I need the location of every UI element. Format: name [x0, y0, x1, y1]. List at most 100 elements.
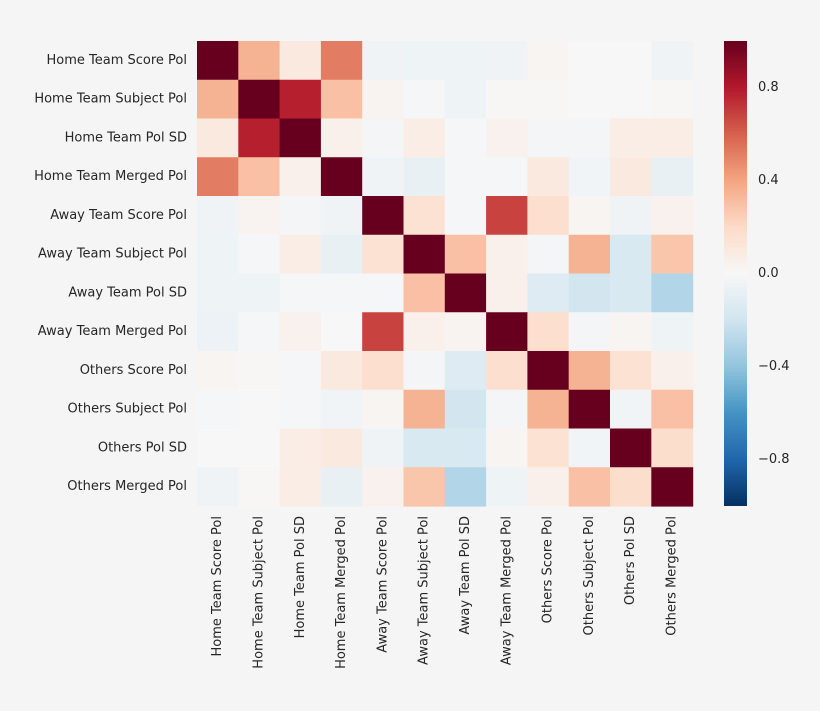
colorbar-tick-label: 0.0: [758, 266, 779, 281]
row-label: Others Subject Pol: [68, 402, 188, 417]
column-label: Away Team Subject Pol: [417, 516, 432, 665]
heatmap-cell: [279, 118, 322, 158]
heatmap-cell: [403, 157, 446, 197]
heatmap-cell: [610, 389, 652, 430]
heatmap-cells: [197, 41, 694, 507]
heatmap-cell: [527, 196, 570, 236]
heatmap-cell: [610, 351, 652, 391]
heatmap-cell: [568, 234, 611, 275]
heatmap-cell: [238, 234, 281, 275]
heatmap-cell: [568, 118, 611, 158]
heatmap-cell: [403, 196, 446, 236]
heatmap-cell: [444, 234, 487, 275]
heatmap-cell: [197, 389, 239, 430]
heatmap-cell: [362, 79, 405, 120]
heatmap-cell: [279, 312, 322, 352]
heatmap-cell: [527, 118, 570, 158]
heatmap-cell: [444, 196, 487, 236]
column-label: Others Pol SD: [623, 516, 638, 605]
heatmap-cell: [279, 234, 322, 275]
heatmap-cell: [238, 351, 281, 391]
heatmap-cell: [610, 467, 652, 507]
column-label: Away Team Score Pol: [375, 516, 390, 653]
heatmap-cell: [651, 157, 694, 197]
heatmap-cell: [238, 118, 281, 158]
heatmap-cell: [444, 118, 487, 158]
heatmap-cell: [279, 351, 322, 391]
colorbar-tick-label: 0.4: [758, 173, 779, 188]
heatmap-cell: [238, 273, 281, 313]
heatmap-cell: [362, 157, 405, 197]
heatmap-cell: [651, 312, 694, 352]
heatmap-cell: [610, 273, 652, 313]
heatmap-cell: [444, 273, 487, 313]
heatmap-cell: [444, 157, 487, 197]
heatmap-cell: [568, 41, 611, 81]
heatmap-cell: [444, 467, 487, 507]
row-label: Home Team Score Pol: [47, 53, 188, 68]
heatmap-cell: [444, 41, 487, 81]
heatmap-cell: [568, 428, 611, 468]
heatmap-cell: [197, 273, 239, 313]
heatmap-cell: [403, 389, 446, 430]
heatmap-cell: [651, 196, 694, 236]
heatmap-cell: [444, 428, 487, 468]
colorbar-gradient: [724, 41, 747, 506]
colorbar-tick-label: 0.8: [758, 80, 779, 95]
heatmap-cell: [527, 467, 570, 507]
heatmap-cell: [362, 312, 405, 352]
heatmap-cell: [486, 312, 528, 352]
column-label: Others Merged Pol: [664, 516, 679, 636]
row-label: Others Score Pol: [80, 363, 187, 378]
column-label: Others Subject Pol: [582, 516, 597, 636]
heatmap-cell: [362, 428, 405, 468]
heatmap-cell: [651, 118, 694, 158]
heatmap-cell: [610, 118, 652, 158]
heatmap-cell: [651, 79, 694, 120]
column-labels: Home Team Score Pol Home Team Subject Pol…: [210, 516, 679, 669]
heatmap-cell: [651, 428, 694, 468]
heatmap-cell: [197, 351, 239, 391]
heatmap-cell: [279, 41, 322, 81]
column-label: Others Score Pol: [541, 516, 556, 623]
colorbar-tick-label: −0.8: [758, 452, 790, 467]
heatmap-cell: [568, 351, 611, 391]
row-label: Home Team Merged Pol: [34, 169, 187, 184]
heatmap-cell: [197, 157, 239, 197]
heatmap-cell: [403, 467, 446, 507]
heatmap-cell: [238, 389, 281, 430]
heatmap-cell: [238, 467, 281, 507]
heatmap-cell: [197, 467, 239, 507]
heatmap-cell: [568, 196, 611, 236]
heatmap-cell: [362, 351, 405, 391]
heatmap-cell: [362, 273, 405, 313]
heatmap-cell: [486, 351, 528, 391]
heatmap-cell: [651, 234, 694, 275]
heatmap-cell: [279, 79, 322, 120]
heatmap-cell: [197, 79, 239, 120]
heatmap-cell: [403, 312, 446, 352]
row-label: Away Team Subject Pol: [38, 247, 187, 262]
heatmap-cell: [527, 79, 570, 120]
row-label: Away Team Score Pol: [50, 208, 187, 223]
column-label: Home Team Pol SD: [293, 516, 308, 638]
column-label: Away Team Pol SD: [458, 516, 473, 635]
heatmap-cell: [238, 157, 281, 197]
heatmap-cell: [651, 467, 694, 507]
heatmap-cell: [238, 196, 281, 236]
heatmap-cell: [197, 196, 239, 236]
heatmap-cell: [320, 312, 363, 352]
heatmap-cell: [197, 118, 239, 158]
heatmap-cell: [610, 79, 652, 120]
heatmap-cell: [320, 273, 363, 313]
heatmap-cell: [197, 428, 239, 468]
heatmap-cell: [320, 389, 363, 430]
heatmap-cell: [362, 389, 405, 430]
heatmap-cell: [486, 196, 528, 236]
heatmap-cell: [486, 273, 528, 313]
heatmap-cell: [238, 428, 281, 468]
column-label: Home Team Merged Pol: [334, 516, 349, 669]
column-label: Home Team Score Pol: [210, 516, 225, 657]
